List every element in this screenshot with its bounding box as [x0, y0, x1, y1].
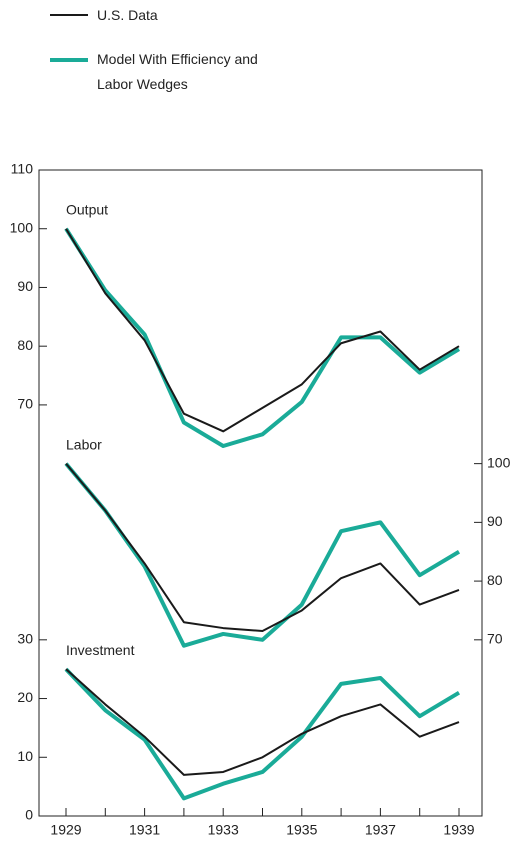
- y2-tick-label: 100: [487, 454, 511, 470]
- x-tick-label: 1931: [129, 822, 160, 838]
- plot-frame: [38, 169, 483, 817]
- panel-label: Investment: [66, 642, 135, 658]
- series-line: [65, 668, 460, 776]
- series-line: [65, 228, 460, 433]
- y-tick-label: 110: [11, 161, 34, 177]
- series-line: [65, 462, 460, 633]
- y-tick-label: 90: [17, 278, 33, 294]
- y2-tick-label: 90: [487, 513, 503, 529]
- y-tick-label: 30: [17, 631, 33, 647]
- x-tick-label: 1937: [365, 822, 396, 838]
- y-tick-label: 70: [17, 396, 33, 412]
- x-tick-label: 1939: [443, 822, 474, 838]
- y-tick-label: 0: [25, 807, 33, 823]
- legend-label: Model With Efficiency and Labor Wedges: [97, 51, 258, 92]
- panel-label: Labor: [66, 436, 102, 452]
- y-tick-label: 100: [10, 219, 34, 235]
- x-tick-label: 1929: [50, 822, 81, 838]
- y2-tick-label: 70: [487, 631, 503, 647]
- x-tick-label: 1935: [286, 822, 317, 838]
- x-tick-label: 1933: [208, 822, 239, 838]
- y-tick-label: 20: [17, 689, 33, 705]
- legend-label: U.S. Data: [97, 7, 158, 23]
- y-tick-label: 10: [17, 748, 33, 764]
- series-line: [64, 462, 461, 648]
- series-line: [64, 227, 461, 449]
- y-tick-label: 80: [17, 337, 33, 353]
- y2-tick-label: 80: [487, 572, 503, 588]
- series-line: [64, 667, 461, 801]
- panel-label: Output: [66, 201, 108, 217]
